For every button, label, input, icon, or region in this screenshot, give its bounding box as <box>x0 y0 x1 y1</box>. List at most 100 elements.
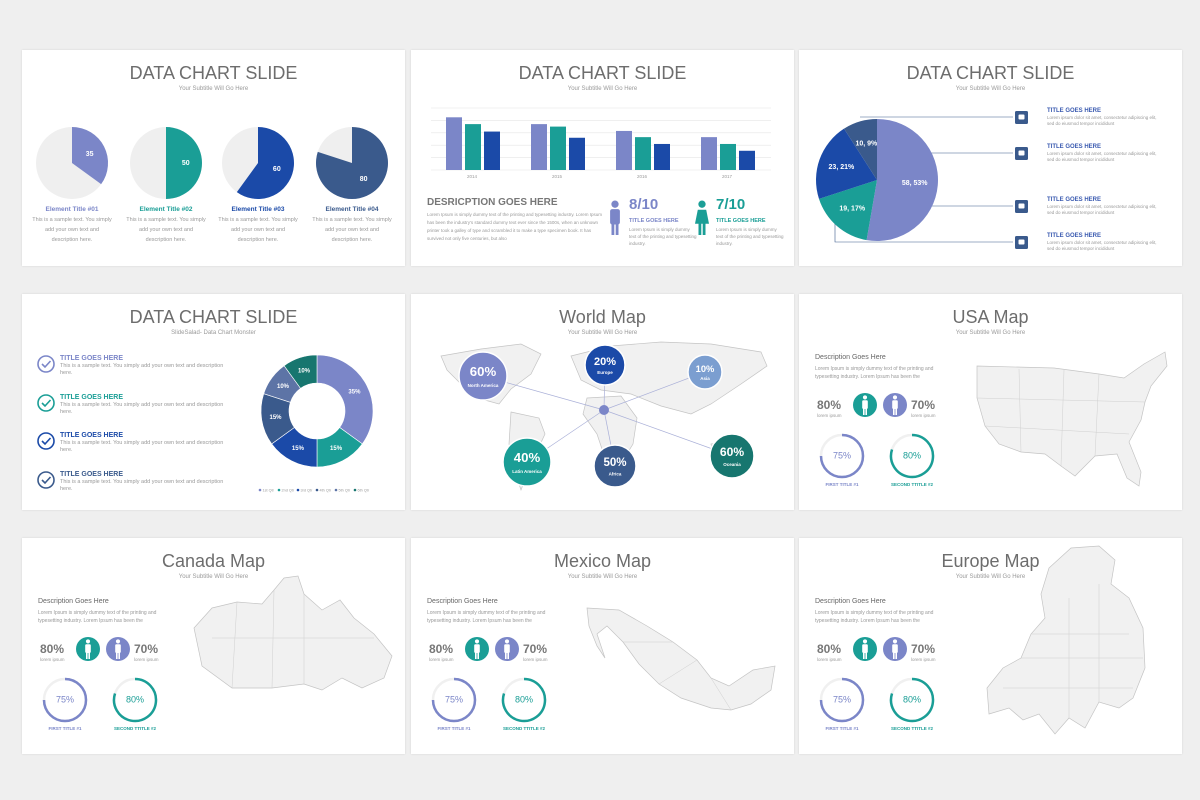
legend-swatch <box>315 488 319 492</box>
person-icon <box>865 651 867 659</box>
check-icon <box>37 471 55 489</box>
description-text: Lorem Ipsum is simply dummy text of the … <box>427 610 546 624</box>
ring-label: 75% <box>445 694 463 704</box>
pie-label: 10, 9% <box>855 141 878 148</box>
person-icon <box>86 651 88 659</box>
ring-title: FIRST TITLE #1 <box>825 726 859 731</box>
ring-label: 75% <box>56 694 74 704</box>
bar <box>654 143 670 170</box>
person-icon <box>615 222 619 235</box>
list-text: This is a sample text. You simply add yo… <box>60 402 224 416</box>
ring-arc <box>889 677 935 723</box>
description-text: Lorem Ipsum is simply dummy text of the … <box>815 366 934 380</box>
pie-slice <box>866 119 939 242</box>
ring-label: 80% <box>903 450 921 460</box>
item-text: Lorem ipsum dolor sit amet, consectetur … <box>1047 240 1157 252</box>
ring-label: 75% <box>833 694 851 704</box>
item-icon-glyph <box>1018 150 1025 156</box>
person-icon <box>862 395 868 400</box>
person-icon <box>865 407 867 415</box>
person-icon <box>504 644 510 653</box>
person-icon <box>118 651 120 659</box>
person-icon <box>895 407 897 415</box>
legend-label: 4th Qtr <box>320 488 332 492</box>
bubble-value: 60% <box>470 364 497 379</box>
slide-title: Europe Map <box>941 551 1040 571</box>
slide-subtitle: Your Subtitle Will Go Here <box>955 574 1026 580</box>
element-text: This is a sample text. You simply add yo… <box>312 217 392 243</box>
pie-label: 50 <box>182 160 190 167</box>
stat-caption: lorem ipsum <box>429 657 454 662</box>
slide-title: Canada Map <box>161 551 266 571</box>
description-heading: Description Goes Here <box>38 598 109 605</box>
person-icon <box>698 222 702 235</box>
slide-title: DATA CHART SLIDE <box>906 63 1075 83</box>
slide-title: DATA CHART SLIDE <box>129 63 298 83</box>
list-text: This is a sample text. You simply add yo… <box>60 479 224 493</box>
stat-value: 70% <box>523 642 548 656</box>
stat-value: 80% <box>40 642 65 656</box>
map-border <box>976 397 1146 403</box>
person-icon <box>862 639 868 644</box>
ring-label: 75% <box>833 450 851 460</box>
person-icon <box>474 644 480 653</box>
list-text: This is a sample text. You simply add yo… <box>60 440 224 454</box>
slide-graphics: 75% 80% <box>819 351 1168 487</box>
donut-label: 15% <box>270 415 283 421</box>
stat-caption: lorem ipsum <box>911 657 936 662</box>
element-text: This is a sample text. You simply add yo… <box>126 217 206 243</box>
ring-arc <box>889 433 935 479</box>
person-icon <box>504 639 510 644</box>
map-border <box>1018 368 1022 453</box>
slide-graphics: 60% North America 20% Europe 10% Asia 40% Latin… <box>440 341 768 492</box>
score-value: 7/10 <box>716 196 746 213</box>
slide: 35 50 60 80 DATA CHART SLIDE Your Subtitle Wi… <box>22 50 405 266</box>
legend-swatch <box>334 488 338 492</box>
stat-caption: lorem ipsum <box>40 657 65 662</box>
donut-segment <box>316 354 374 445</box>
legend-label: 5th Qtr <box>339 488 351 492</box>
donut-label: 10% <box>298 369 311 375</box>
slide-graphics: 75% 80% <box>819 545 1146 735</box>
map-region <box>193 575 393 691</box>
bubble-region: Asia <box>700 376 710 381</box>
slide-graphics: 75% 80% <box>431 607 776 723</box>
score-title: TITLE GOES HERE <box>716 218 766 224</box>
person-icon <box>116 651 118 659</box>
bubble-region: Latin America <box>512 469 542 474</box>
person-icon <box>892 644 898 653</box>
map-border <box>1094 373 1100 457</box>
element-title: Element Title #01 <box>45 206 99 213</box>
legend-label: 3rd Qtr <box>301 488 314 492</box>
person-icon <box>695 209 709 224</box>
map-border <box>984 425 1130 435</box>
score-title: TITLE GOES HERE <box>629 218 679 224</box>
bubble-value: 50% <box>603 457 626 469</box>
stat-caption: lorem ipsum <box>817 413 842 418</box>
ring-label: 80% <box>903 694 921 704</box>
ring-arc <box>42 677 88 723</box>
bar <box>616 130 632 170</box>
element-text: This is a sample text. You simply add yo… <box>32 217 112 243</box>
pie-label: 60 <box>273 166 281 173</box>
ring-arc <box>501 677 547 723</box>
person-icon <box>115 644 121 653</box>
slide-graphics: 35 50 60 80 <box>36 127 389 199</box>
bar <box>720 143 736 170</box>
person-icon <box>702 222 706 235</box>
slide-graphics: 2014 2015 2016 2017 <box>431 107 771 235</box>
person-icon <box>505 651 507 659</box>
ring-arc <box>819 433 865 479</box>
donut-label: 15% <box>292 446 305 452</box>
slide-subtitle: Your Subtitle Will Go Here <box>567 86 638 92</box>
item-icon-glyph <box>1018 203 1025 209</box>
person-icon <box>698 200 706 208</box>
legend-swatch <box>258 488 262 492</box>
slide-graphics: 35% 15% 15% 15% 10% 10% 1st Qtr 2nd Qtr 3rd Qtr 4… <box>37 354 374 492</box>
map-border <box>231 601 238 689</box>
check-icon <box>41 360 52 369</box>
slide-subtitle: Your Subtitle Will Go Here <box>567 574 638 580</box>
pie-slice <box>816 128 877 199</box>
slide-title: World Map <box>559 307 646 327</box>
